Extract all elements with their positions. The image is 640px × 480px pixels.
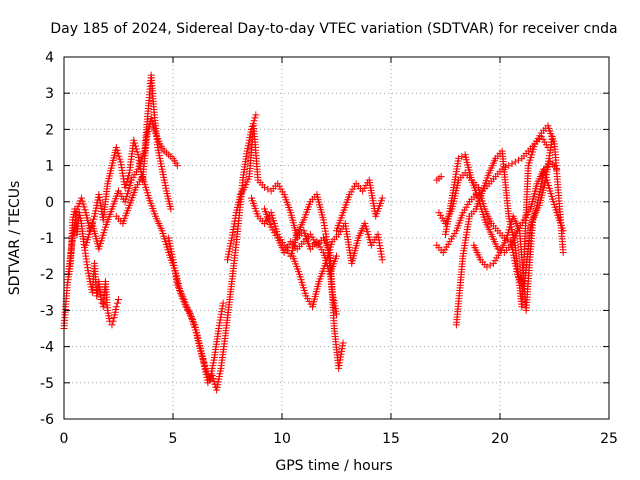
data-point-marker (151, 126, 159, 134)
data-point-marker (108, 321, 116, 329)
data-point-marker (378, 256, 386, 264)
x-tick-label: 5 (169, 431, 178, 447)
data-point-marker (167, 205, 175, 213)
data-point-marker (333, 252, 340, 260)
data-point-marker (209, 374, 217, 382)
data-point-marker (548, 133, 556, 141)
chart-title: Day 185 of 2024, Sidereal Day-to-day VTE… (50, 21, 617, 37)
y-tick-label: 4 (45, 50, 54, 66)
data-point-marker (133, 148, 141, 156)
series-sat-track-8 (261, 205, 347, 372)
y-tick-label: -4 (40, 340, 54, 356)
data-point-marker (210, 377, 218, 385)
data-point-marker (511, 158, 519, 166)
data-point-marker (173, 162, 181, 170)
x-tick-label: 20 (491, 431, 509, 447)
data-point-marker (131, 139, 139, 147)
data-point-marker (505, 162, 513, 170)
tick-layer: 0 5 10 15 20 25 -6 -5 -4 -3 -2 -1 0 1 2 3 4 (40, 50, 618, 447)
data-point-marker (124, 175, 132, 183)
data-point-marker (252, 111, 260, 119)
series-sat-track-6 (224, 122, 340, 278)
data-point-marker (130, 136, 138, 144)
series-sat-track-7 (247, 191, 340, 318)
data-point-marker (264, 185, 272, 193)
data-point-marker (132, 145, 140, 153)
data-point-marker (125, 172, 133, 180)
y-tick-label: -3 (40, 303, 54, 319)
x-tick-label: 25 (600, 431, 618, 447)
y-tick-label: -6 (40, 412, 54, 428)
data-point-marker (559, 227, 567, 235)
y-axis-label: SDTVAR / TECUs (7, 181, 23, 296)
y-tick-label: 3 (45, 86, 54, 102)
y-tick-label: 0 (45, 195, 54, 211)
data-point-marker (77, 194, 85, 202)
x-tick-label: 0 (60, 431, 69, 447)
data-point-marker (112, 144, 120, 151)
data-point-marker (458, 153, 466, 161)
data-point-marker (115, 296, 122, 304)
data-point-marker (559, 248, 567, 256)
data-point-marker (116, 155, 124, 163)
series-sat-track-9 (289, 220, 386, 311)
data-point-marker (122, 180, 130, 188)
data-point-marker (115, 152, 123, 160)
data-point-marker (81, 206, 89, 214)
data-point-marker (261, 183, 269, 191)
data-point-marker (219, 299, 227, 307)
data-point-marker (378, 194, 386, 202)
data-point-marker (109, 317, 117, 325)
data-point-marker (437, 172, 445, 180)
data-point-marker (123, 178, 131, 186)
data-point-marker (486, 261, 494, 269)
series-sat-track-3 (82, 71, 175, 253)
data-point-marker (79, 200, 87, 208)
series-sat-track-11 (433, 172, 445, 184)
data-point-marker (333, 310, 340, 318)
x-tick-label: 15 (382, 431, 400, 447)
series-sat-track-10 (333, 176, 386, 235)
data-point-marker (494, 245, 502, 253)
data-point-marker (251, 114, 259, 122)
series-sat-track-16 (470, 133, 556, 314)
data-point-marker (147, 115, 155, 123)
data-point-marker (78, 197, 86, 205)
data-point-marker (113, 299, 121, 307)
data-point-marker (455, 154, 463, 162)
y-tick-label: -1 (40, 231, 54, 247)
data-point-marker (553, 165, 561, 173)
data-point-marker (483, 263, 491, 271)
data-point-marker (132, 142, 140, 150)
data-point-marker (515, 156, 523, 164)
data-point-marker (80, 203, 88, 211)
data-point-marker (112, 303, 120, 311)
series-sat-track-12 (433, 122, 567, 256)
data-point-marker (508, 160, 516, 168)
x-tick-label: 10 (273, 431, 291, 447)
y-tick-label: 2 (45, 122, 54, 138)
data-point-marker (339, 339, 347, 347)
y-tick-label: -2 (40, 267, 54, 283)
y-tick-label: 1 (45, 159, 54, 175)
data-point-marker (113, 146, 121, 154)
data-point-marker (90, 215, 98, 223)
y-tick-label: -5 (40, 376, 54, 392)
x-axis-label: GPS time / hours (275, 458, 392, 474)
data-point-marker (121, 183, 129, 191)
data-point-marker (114, 149, 122, 157)
data-point-marker (208, 372, 216, 380)
data-layer (60, 71, 567, 394)
